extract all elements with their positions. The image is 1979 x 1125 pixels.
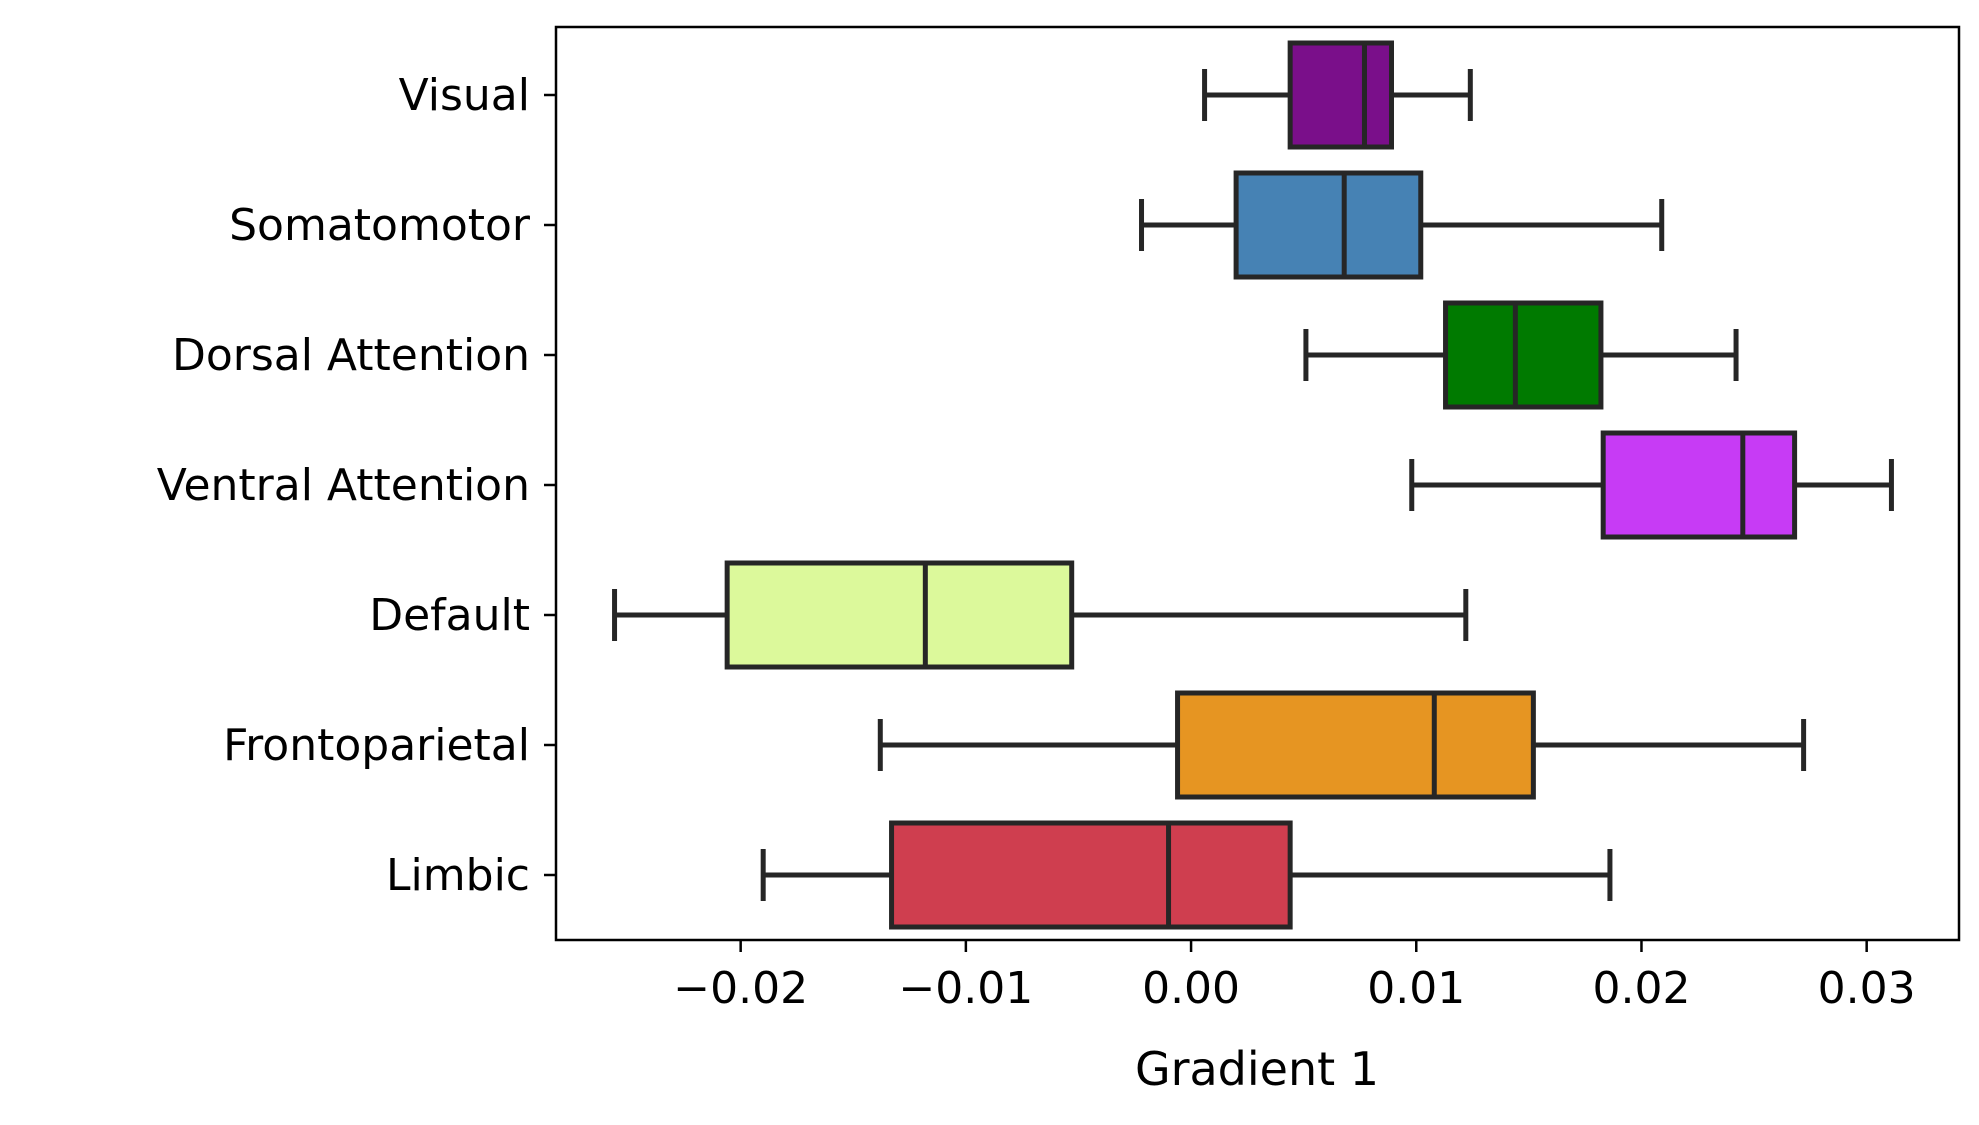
x-tick-label-3: 0.01 xyxy=(1367,963,1465,1014)
box-visual xyxy=(1202,40,1473,150)
box-dorsal-attention xyxy=(1303,300,1739,410)
iqr-box-somatomotor xyxy=(1233,170,1424,280)
y-tick-label-frontoparietal: Frontoparietal xyxy=(223,720,530,771)
x-axis: −0.02 −0.01 0.00 0.01 0.02 0.03 xyxy=(673,940,1916,1014)
boxes-layer xyxy=(612,40,1894,930)
x-tick-label-4: 0.02 xyxy=(1592,963,1690,1014)
iqr-box-frontoparietal xyxy=(1175,690,1536,800)
y-tick-label-default: Default xyxy=(369,590,530,641)
x-tick-label-1: −0.01 xyxy=(898,963,1033,1014)
iqr-box-default xyxy=(724,560,1075,670)
box-frontoparietal xyxy=(877,690,1807,800)
y-tick-label-limbic: Limbic xyxy=(386,850,530,901)
x-tick-label-5: 0.03 xyxy=(1818,963,1916,1014)
y-tick-label-visual: Visual xyxy=(399,70,530,121)
x-tick-label-0: −0.02 xyxy=(673,963,808,1014)
box-ventral-attention xyxy=(1409,430,1894,540)
iqr-box-visual xyxy=(1287,40,1394,150)
y-tick-label-somatomotor: Somatomotor xyxy=(229,200,531,251)
iqr-box-ventral-attention xyxy=(1600,430,1798,540)
iqr-box-dorsal-attention xyxy=(1443,300,1604,410)
y-axis: Visual Somatomotor Dorsal Attention Ventral… xyxy=(157,70,556,901)
x-tick-label-2: 0.00 xyxy=(1142,963,1240,1014)
plot-frame xyxy=(554,25,1961,942)
y-tick-label-dorsal-attention: Dorsal Attention xyxy=(172,330,530,381)
iqr-box-limbic xyxy=(889,820,1293,930)
box-somatomotor xyxy=(1139,170,1665,280)
box-limbic xyxy=(760,820,1613,930)
y-tick-label-ventral-attention: Ventral Attention xyxy=(157,460,530,511)
box-default xyxy=(612,560,1469,670)
x-axis-label: Gradient 1 xyxy=(1135,1042,1379,1096)
